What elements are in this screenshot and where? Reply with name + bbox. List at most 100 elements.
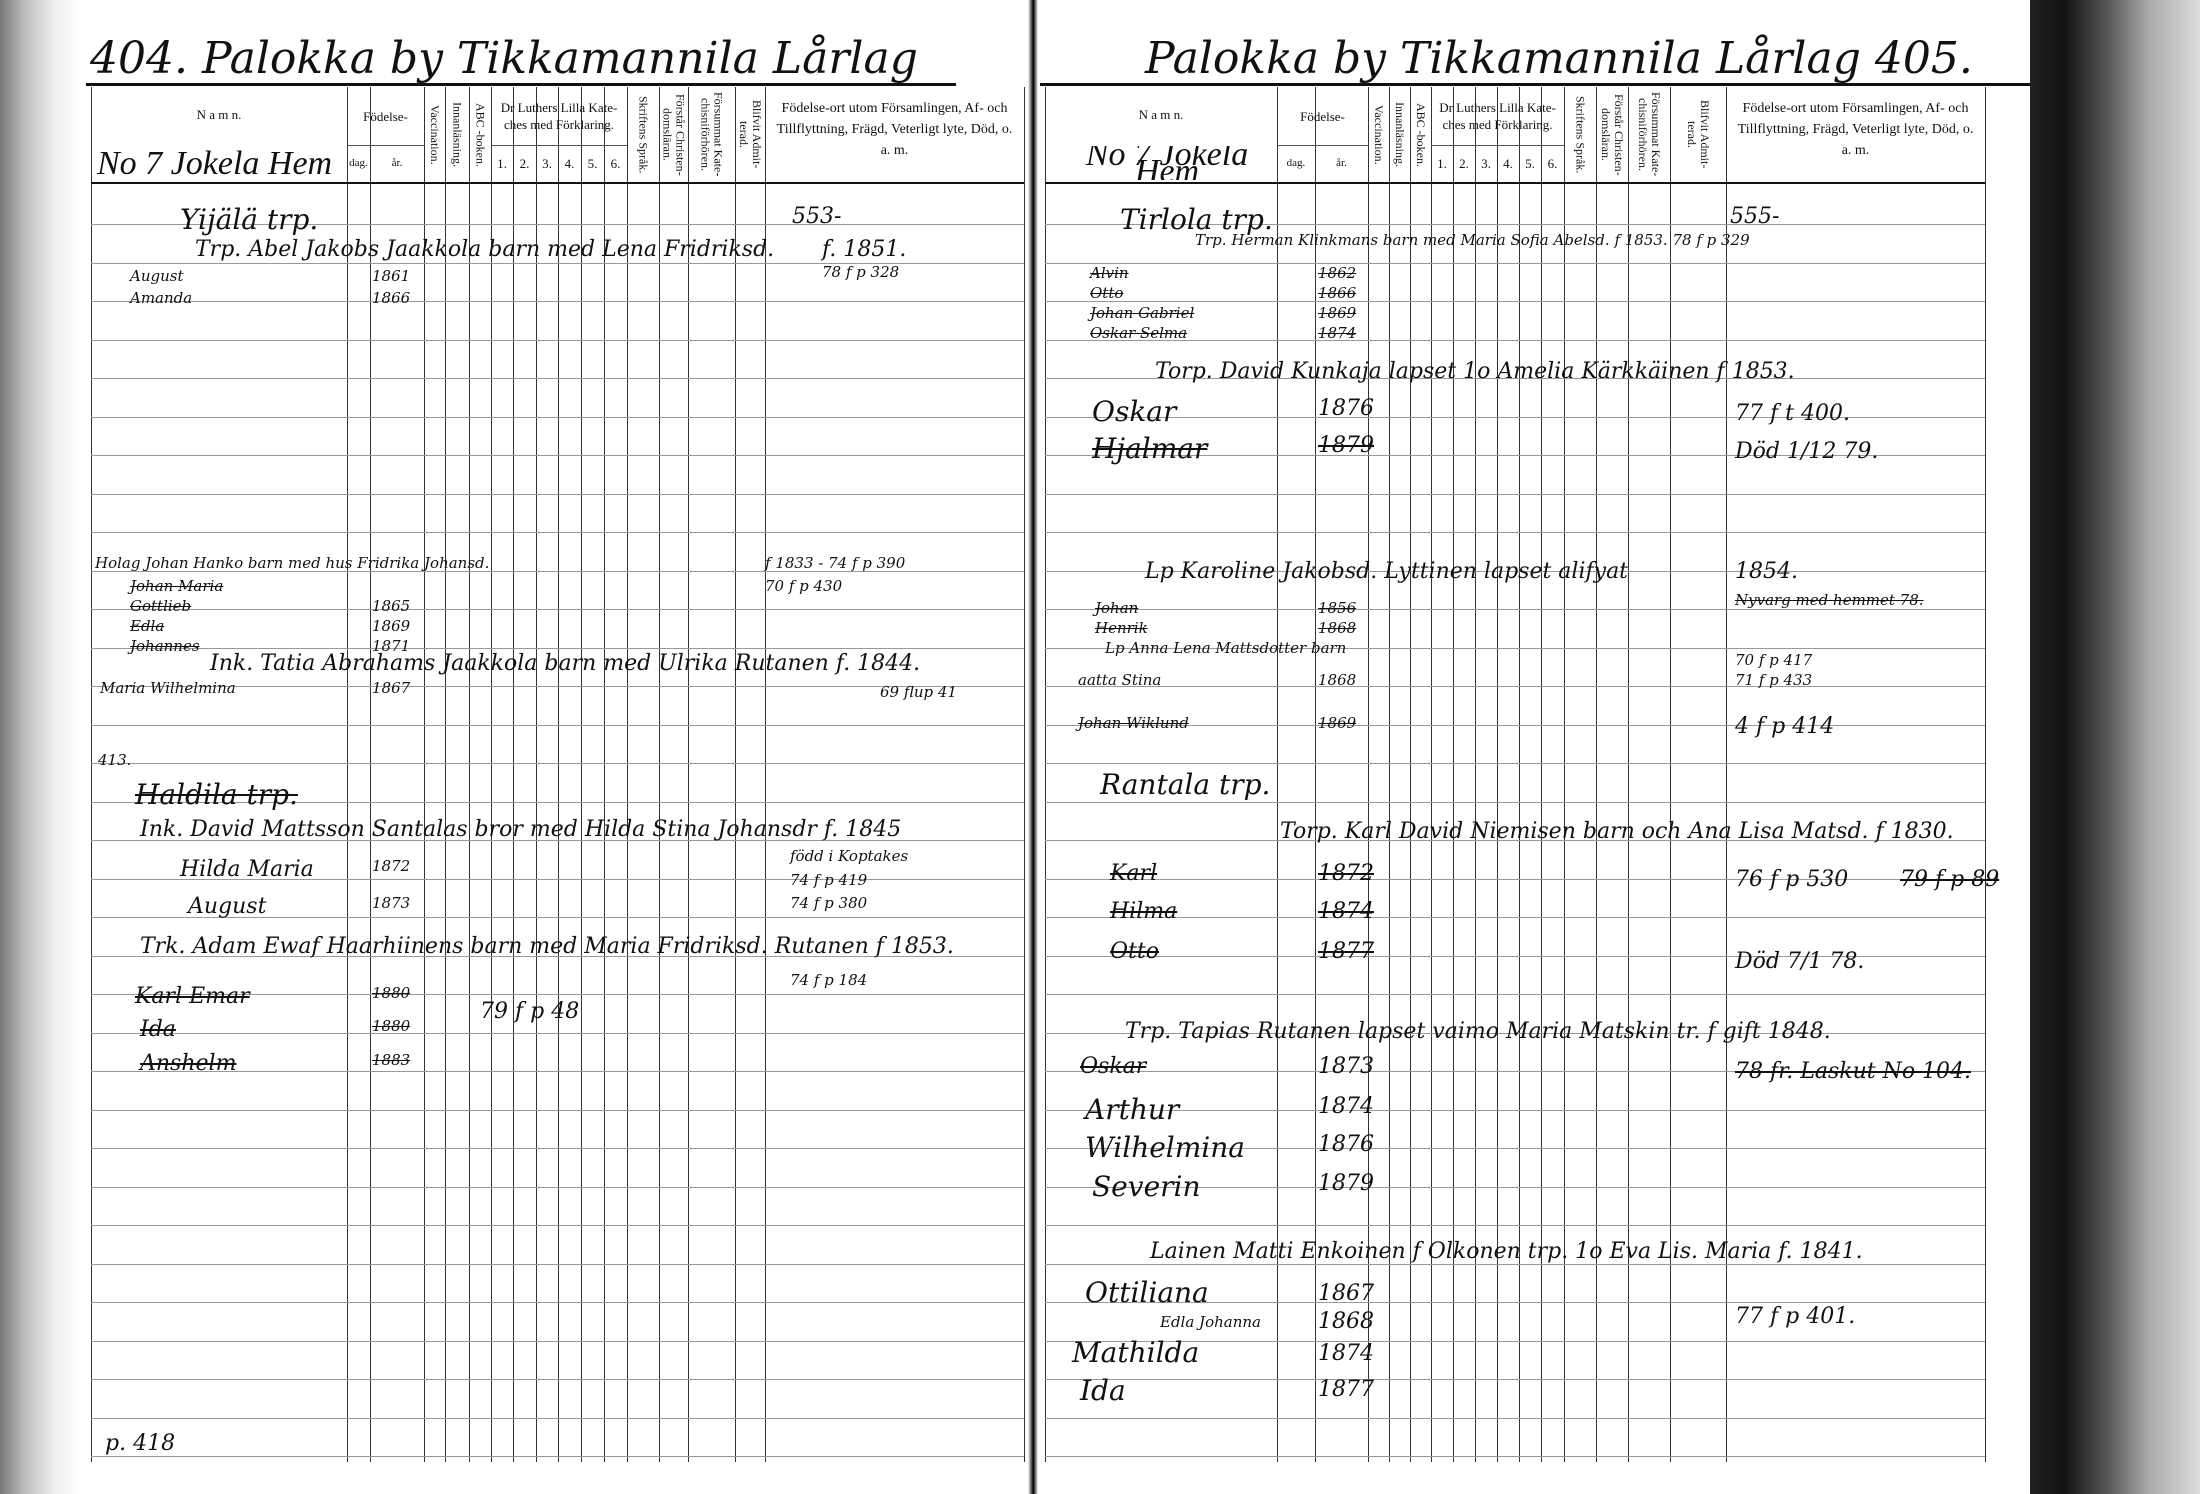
register-entry: Lainen Matti Enkoinen f Olkonen trp. 1o … bbox=[1150, 1239, 1863, 1264]
register-entry: 76 f p 530 bbox=[1735, 867, 1849, 892]
row-rule bbox=[1045, 1302, 1985, 1303]
row-rule bbox=[1045, 1110, 1985, 1111]
row-rule bbox=[1045, 1225, 1985, 1226]
row-rule bbox=[1045, 686, 1985, 687]
header-innanlasning: Innanläsning. bbox=[1393, 102, 1407, 167]
header-ar: år. bbox=[391, 157, 403, 169]
header-katekes-col: 3. bbox=[542, 156, 552, 171]
register-entry: 69 flup 41 bbox=[880, 683, 957, 701]
column-rule bbox=[424, 87, 425, 1462]
row-rule bbox=[91, 686, 1024, 687]
register-entry: August bbox=[188, 894, 267, 919]
register-entry: 1880 bbox=[372, 984, 411, 1002]
row-rule bbox=[1045, 648, 1985, 649]
register-entry: 1861 bbox=[372, 267, 411, 285]
row-rule bbox=[1045, 263, 1985, 264]
column-rule bbox=[1024, 87, 1025, 1462]
register-entry: f 1833 - 74 f p 390 bbox=[765, 554, 906, 572]
header-fodelseort: Födelse-ort utom Församlingen, Af- och T… bbox=[776, 101, 1013, 158]
register-entry: Oskar bbox=[1092, 395, 1177, 428]
header-namn: N a m n. bbox=[196, 107, 242, 122]
register-entry: 1867 bbox=[1318, 1281, 1374, 1306]
scan-right-edge bbox=[2030, 0, 2200, 1494]
column-rule bbox=[513, 87, 514, 1462]
row-rule bbox=[1045, 455, 1985, 456]
register-entry: 1880 bbox=[372, 1017, 411, 1035]
column-rule bbox=[1389, 87, 1390, 1462]
header-forsummat: Försummat Kate-chisniförhören. bbox=[698, 92, 726, 177]
row-rule bbox=[91, 917, 1024, 918]
row-rule bbox=[91, 1418, 1024, 1419]
register-entry: 1873 bbox=[1318, 1054, 1374, 1079]
row-rule bbox=[1045, 1187, 1985, 1188]
header-sub-rule bbox=[1431, 145, 1564, 146]
row-rule bbox=[91, 1225, 1024, 1226]
header-skriftens: Skriftens Språk. bbox=[636, 95, 651, 174]
column-rule bbox=[1519, 87, 1520, 1462]
column-rule bbox=[491, 87, 492, 1462]
register-entry: 4 f p 414 bbox=[1735, 714, 1835, 739]
register-entry: p. 418 bbox=[105, 1431, 176, 1456]
register-entry: Amanda bbox=[130, 289, 193, 307]
column-rule bbox=[370, 87, 371, 1462]
register-entry: Trk. Adam Ewaf Haarhiinens barn med Mari… bbox=[140, 934, 954, 959]
register-entry: 1868 bbox=[1318, 1309, 1374, 1334]
header-sub-rule bbox=[347, 145, 424, 146]
register-entry: Edla Johanna bbox=[1160, 1313, 1261, 1331]
header-skriftens: Skriftens Språk. bbox=[1573, 95, 1588, 174]
header-dag: dag. bbox=[1286, 157, 1306, 169]
header-vaccination: Vaccination. bbox=[428, 104, 442, 165]
register-entry: 1856 bbox=[1318, 599, 1357, 617]
register-entry: 413. bbox=[98, 751, 132, 769]
row-rule bbox=[1045, 1148, 1985, 1149]
register-entry: 79 f p 48 bbox=[480, 999, 580, 1024]
header-bottom-rule bbox=[91, 182, 1024, 184]
register-entry: 1879 bbox=[1318, 1171, 1374, 1196]
book-gutter bbox=[1028, 0, 1038, 1494]
register-entry: Gottlieb bbox=[130, 597, 192, 615]
column-rule bbox=[469, 87, 470, 1462]
row-rule bbox=[1045, 1264, 1985, 1265]
column-rule bbox=[627, 87, 628, 1462]
row-rule bbox=[1045, 571, 1985, 572]
header-forstar: Förstår Christen-domsläran. bbox=[1599, 93, 1626, 176]
column-rule bbox=[1475, 87, 1476, 1462]
register-entry: Lp Karoline Jakobsd. Lyttinen lapset ali… bbox=[1145, 559, 1629, 584]
column-rule bbox=[1453, 87, 1454, 1462]
scan-left-edge bbox=[0, 0, 78, 1494]
row-rule bbox=[1045, 417, 1985, 418]
register-entry: Otto bbox=[1110, 939, 1159, 964]
row-rule bbox=[91, 340, 1024, 341]
register-entry: född i Koptakes bbox=[790, 847, 909, 865]
register-entry: 74 f p 184 bbox=[790, 971, 868, 989]
register-entry: Otto bbox=[1090, 284, 1124, 302]
register-entry: August bbox=[130, 267, 184, 285]
header-namn: N a m n. bbox=[1138, 107, 1184, 122]
header-sub-rule bbox=[1277, 145, 1368, 146]
row-rule bbox=[1045, 1341, 1985, 1342]
row-rule bbox=[91, 455, 1024, 456]
row-rule bbox=[91, 417, 1024, 418]
row-rule bbox=[1045, 956, 1985, 957]
row-rule bbox=[91, 1110, 1024, 1111]
register-entry: 1866 bbox=[1318, 284, 1357, 302]
register-entry: Ottiliana bbox=[1085, 1276, 1209, 1309]
row-rule bbox=[1045, 301, 1985, 302]
register-entry: Torp. Karl David Niemisen barn och Ana L… bbox=[1280, 819, 1954, 844]
row-rule bbox=[91, 994, 1024, 995]
header-katekes-col: 6. bbox=[610, 156, 621, 171]
row-rule bbox=[1045, 917, 1985, 918]
register-entry: Ink. David Mattsson Santalas bror med Hi… bbox=[140, 817, 902, 842]
register-entry: 71 f p 433 bbox=[1735, 671, 1813, 689]
header-katekes-col: 5. bbox=[587, 156, 598, 171]
row-rule bbox=[91, 378, 1024, 379]
register-entry: 1883 bbox=[372, 1051, 411, 1069]
register-entry: Trp. Tapias Rutanen lapset vaimo Maria M… bbox=[1125, 1019, 1831, 1044]
row-rule bbox=[1045, 879, 1985, 880]
column-rule bbox=[688, 87, 689, 1462]
register-entry: f. 1851. bbox=[822, 237, 907, 262]
register-entry: Ink. Tatia Abrahams Jaakkola barn med Ul… bbox=[210, 651, 921, 676]
register-entry: 555- bbox=[1730, 204, 1780, 229]
register-entry: 553- bbox=[792, 204, 842, 229]
register-entry: 1869 bbox=[1318, 714, 1357, 732]
